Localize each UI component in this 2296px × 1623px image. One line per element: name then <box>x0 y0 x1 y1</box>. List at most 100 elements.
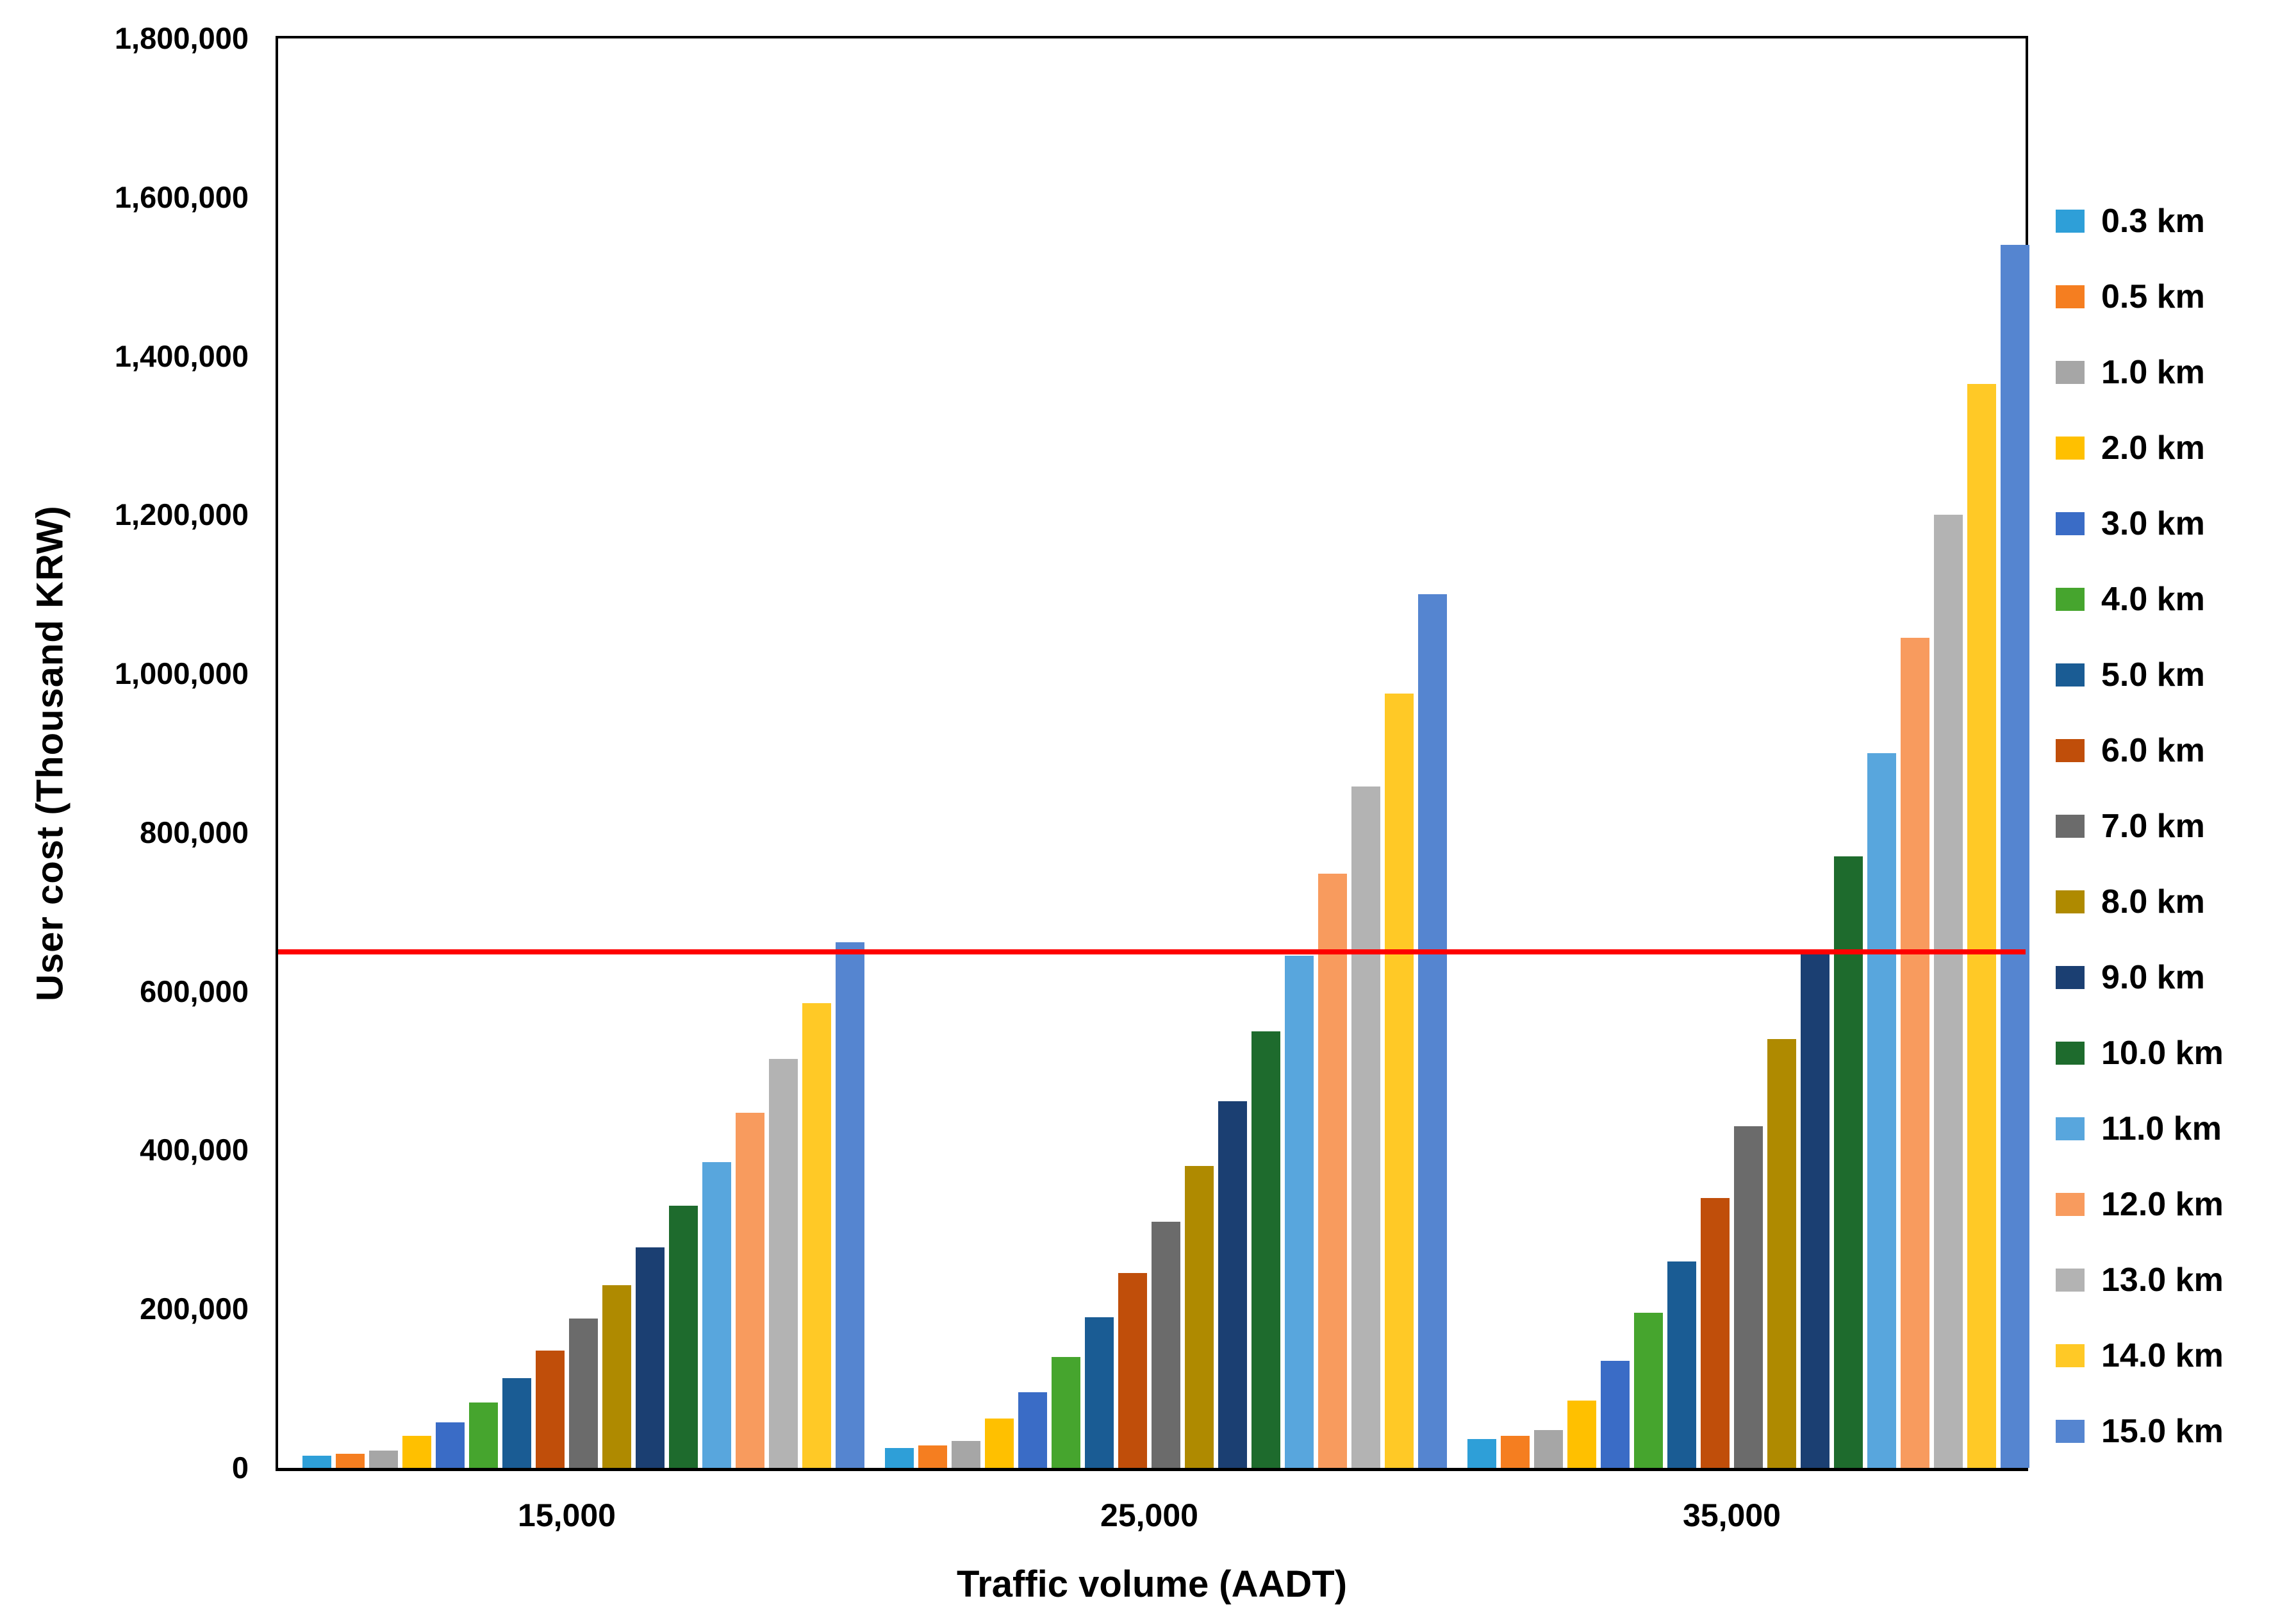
bar-group-25000 <box>885 38 1447 1468</box>
bar-3.0-km-15000 <box>436 1422 465 1468</box>
bar-14.0-km-15000 <box>802 1003 831 1468</box>
legend-item-0.3-km: 0.3 km <box>2056 183 2293 259</box>
bar-11.0-km-25000 <box>1285 956 1314 1468</box>
bar-3.0-km-35000 <box>1601 1361 1630 1468</box>
bar-6.0-km-35000 <box>1701 1198 1730 1468</box>
legend-swatch-icon <box>2056 663 2085 687</box>
y-tick-label: 1,000,000 <box>114 656 249 690</box>
legend-label: 3.0 km <box>2101 505 2205 542</box>
y-tick-label: 1,200,000 <box>114 497 249 531</box>
bar-13.0-km-25000 <box>1351 787 1380 1468</box>
bar-0.3-km-15000 <box>302 1456 331 1468</box>
bar-3.0-km-25000 <box>1018 1392 1047 1468</box>
legend-swatch-icon <box>2056 1193 2085 1216</box>
bar-12.0-km-25000 <box>1318 874 1347 1468</box>
legend-item-8.0-km: 8.0 km <box>2056 864 2293 940</box>
bar-4.0-km-35000 <box>1634 1313 1663 1468</box>
legend-swatch-icon <box>2056 437 2085 460</box>
legend-label: 1.0 km <box>2101 354 2205 391</box>
legend-label: 15.0 km <box>2101 1413 2224 1450</box>
legend-label: 13.0 km <box>2101 1261 2224 1299</box>
x-axis-title: Traffic volume (AADT) <box>956 1563 1348 1605</box>
bar-13.0-km-15000 <box>769 1059 798 1468</box>
legend-item-12.0-km: 12.0 km <box>2056 1167 2293 1242</box>
y-axis-title: User cost (Thousand KRW) <box>29 505 71 1002</box>
bar-6.0-km-25000 <box>1118 1273 1147 1468</box>
y-tick-label: 1,600,000 <box>114 180 249 214</box>
bar-group-35000 <box>1467 38 2029 1468</box>
bar-1.0-km-35000 <box>1534 1430 1563 1468</box>
bar-2.0-km-35000 <box>1567 1401 1596 1468</box>
legend-item-5.0-km: 5.0 km <box>2056 637 2293 713</box>
legend-label: 11.0 km <box>2101 1110 2222 1147</box>
x-tick-label: 15,000 <box>518 1497 616 1533</box>
legend-swatch-icon <box>2056 210 2085 233</box>
y-tick-label: 600,000 <box>140 974 249 1008</box>
bar-11.0-km-15000 <box>702 1162 731 1468</box>
bar-12.0-km-35000 <box>1901 638 1929 1468</box>
bar-5.0-km-15000 <box>502 1378 531 1468</box>
plot-area <box>276 36 2029 1471</box>
legend-swatch-icon <box>2056 739 2085 762</box>
bar-15.0-km-15000 <box>836 942 864 1468</box>
bar-5.0-km-35000 <box>1667 1261 1696 1468</box>
legend-item-3.0-km: 3.0 km <box>2056 486 2293 562</box>
bar-10.0-km-35000 <box>1834 856 1863 1468</box>
bar-1.0-km-15000 <box>369 1451 398 1468</box>
legend-label: 0.5 km <box>2101 278 2205 315</box>
bar-1.0-km-25000 <box>952 1441 980 1468</box>
legend-swatch-icon <box>2056 1117 2085 1140</box>
legend-swatch-icon <box>2056 1344 2085 1367</box>
bar-9.0-km-25000 <box>1218 1101 1247 1468</box>
bar-7.0-km-35000 <box>1734 1126 1763 1468</box>
legend-item-2.0-km: 2.0 km <box>2056 410 2293 486</box>
legend-label: 14.0 km <box>2101 1337 2224 1374</box>
legend-swatch-icon <box>2056 512 2085 535</box>
legend-swatch-icon <box>2056 1269 2085 1292</box>
bar-15.0-km-35000 <box>2001 245 2029 1468</box>
legend-swatch-icon <box>2056 588 2085 611</box>
legend-swatch-icon <box>2056 1042 2085 1065</box>
legend-label: 5.0 km <box>2101 656 2205 694</box>
bar-group-15000 <box>302 38 864 1468</box>
bar-8.0-km-35000 <box>1767 1039 1796 1468</box>
y-tick-label: 1,400,000 <box>114 339 249 373</box>
bar-0.5-km-25000 <box>918 1445 947 1468</box>
bar-14.0-km-25000 <box>1385 694 1414 1468</box>
bar-13.0-km-35000 <box>1934 515 1963 1468</box>
legend: 0.3 km 0.5 km 1.0 km 2.0 km 3.0 km 4.0 km 5.0 … <box>2056 183 2293 1469</box>
bar-12.0-km-15000 <box>736 1113 764 1468</box>
bar-0.5-km-15000 <box>336 1454 365 1468</box>
bar-7.0-km-25000 <box>1152 1222 1180 1468</box>
legend-item-9.0-km: 9.0 km <box>2056 940 2293 1015</box>
legend-item-15.0-km: 15.0 km <box>2056 1394 2293 1469</box>
y-tick-label: 400,000 <box>140 1133 249 1167</box>
legend-swatch-icon <box>2056 890 2085 913</box>
legend-swatch-icon <box>2056 815 2085 838</box>
legend-label: 10.0 km <box>2101 1035 2224 1072</box>
y-tick-label: 800,000 <box>140 815 249 849</box>
legend-swatch-icon <box>2056 361 2085 384</box>
bar-4.0-km-15000 <box>469 1402 498 1468</box>
bar-0.3-km-35000 <box>1467 1439 1496 1468</box>
bar-6.0-km-15000 <box>536 1351 565 1468</box>
threshold-reference-line <box>278 949 2026 954</box>
legend-item-11.0-km: 11.0 km <box>2056 1091 2293 1167</box>
legend-swatch-icon <box>2056 1420 2085 1443</box>
legend-label: 8.0 km <box>2101 883 2205 920</box>
legend-item-10.0-km: 10.0 km <box>2056 1015 2293 1091</box>
legend-label: 9.0 km <box>2101 959 2205 996</box>
x-tick-label: 25,000 <box>1100 1497 1198 1533</box>
bar-2.0-km-15000 <box>402 1436 431 1468</box>
legend-item-6.0-km: 6.0 km <box>2056 713 2293 788</box>
legend-label: 0.3 km <box>2101 203 2205 240</box>
bar-8.0-km-25000 <box>1185 1166 1214 1468</box>
bar-9.0-km-15000 <box>636 1247 665 1468</box>
legend-item-4.0-km: 4.0 km <box>2056 562 2293 637</box>
legend-label: 2.0 km <box>2101 429 2205 467</box>
bar-4.0-km-25000 <box>1052 1357 1080 1468</box>
bar-0.3-km-25000 <box>885 1448 914 1468</box>
legend-item-0.5-km: 0.5 km <box>2056 259 2293 335</box>
bar-8.0-km-15000 <box>602 1285 631 1468</box>
bar-11.0-km-35000 <box>1867 753 1896 1468</box>
